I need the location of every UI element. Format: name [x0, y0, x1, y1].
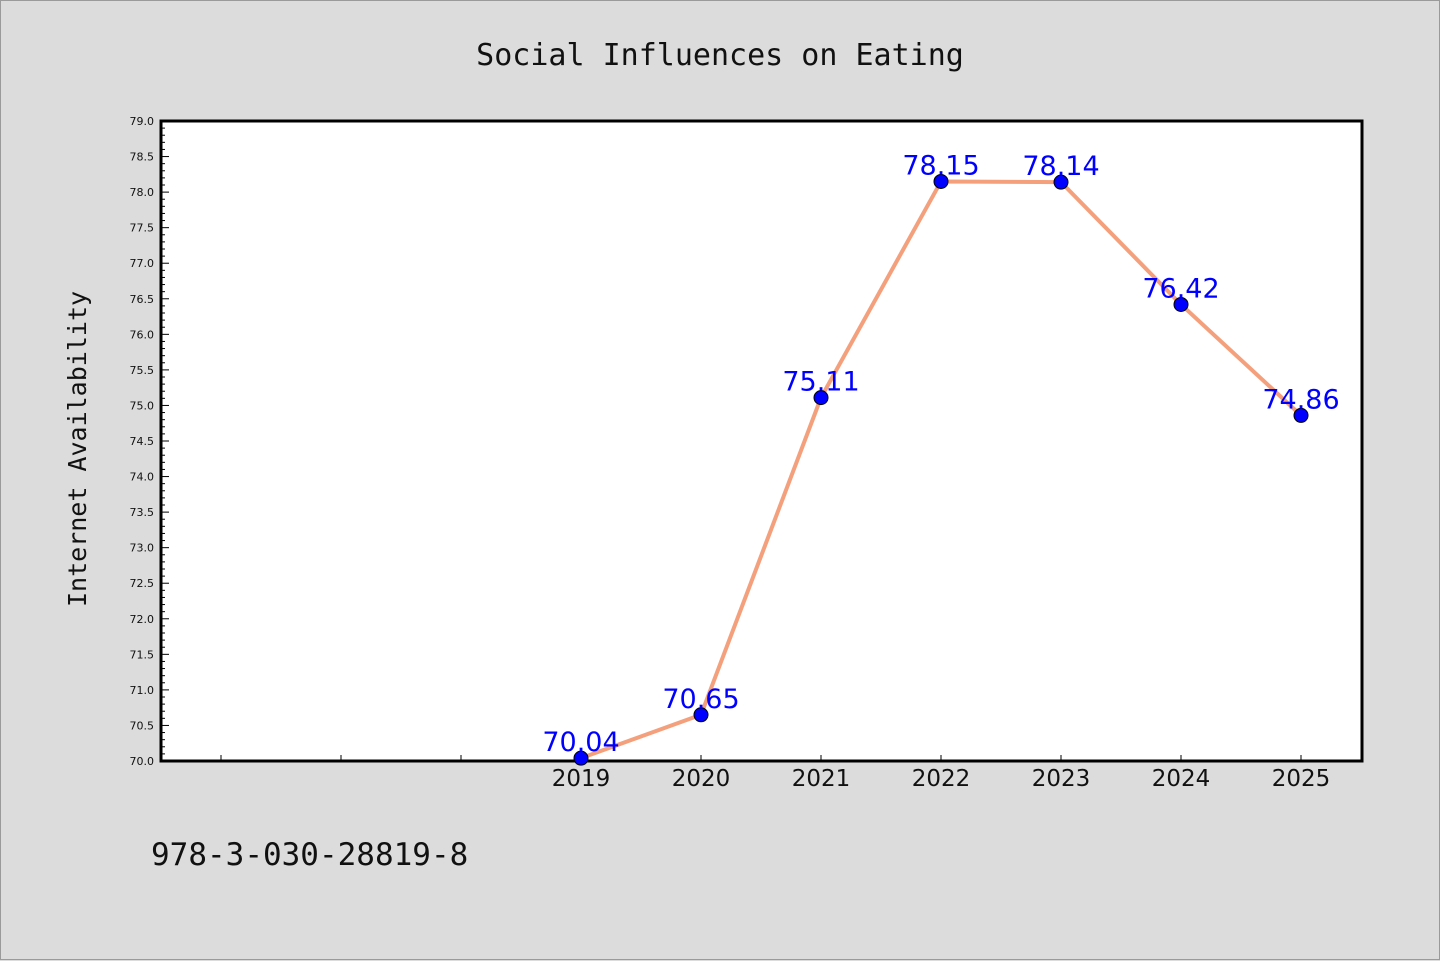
y-tick-label: 78.0 — [130, 186, 155, 199]
data-point — [1053, 174, 1069, 190]
y-tick-label: 73.5 — [130, 506, 155, 519]
x-tick-label: 2021 — [792, 766, 851, 792]
y-tick-label: 71.5 — [130, 648, 155, 661]
data-point — [813, 390, 829, 406]
data-label: 75.11 — [782, 367, 859, 398]
data-point — [933, 173, 949, 189]
x-tick-label: 2023 — [1032, 766, 1091, 792]
y-tick-label: 72.0 — [130, 613, 155, 626]
chart-title: Social Influences on Eating — [476, 38, 964, 73]
y-tick-label: 77.0 — [130, 257, 155, 270]
y-tick-label: 76.5 — [130, 293, 155, 306]
plot-area — [159, 119, 1364, 763]
data-label: 70.04 — [542, 727, 619, 758]
y-tick-label: 74.5 — [130, 435, 155, 448]
data-series: 70.04 70.65 75.11 78.15 78.14 76.42 74.86 — [542, 150, 1340, 766]
data-label: 70.65 — [662, 684, 739, 715]
y-tick-label: 74.0 — [130, 471, 155, 484]
y-tick-label: 76.0 — [130, 328, 155, 341]
data-point — [693, 707, 709, 723]
x-tick-label: 2022 — [912, 766, 971, 792]
footer-isbn: 978-3-030-28819-8 — [151, 837, 468, 873]
y-tick-label: 79.0 — [130, 115, 155, 128]
y-tick-label: 75.0 — [130, 399, 155, 412]
y-axis-ticks: 70.0 70.5 71.0 71.5 72.0 72.5 73.0 73.5 74.0 74.5… — [130, 115, 169, 768]
y-tick-label: 78.5 — [130, 151, 155, 164]
data-label: 76.42 — [1142, 273, 1219, 304]
y-tick-label: 70.5 — [130, 719, 155, 732]
y-tick-label: 71.0 — [130, 684, 155, 697]
data-point — [1293, 407, 1309, 423]
y-tick-label: 70.0 — [130, 755, 155, 768]
data-point — [573, 750, 589, 766]
y-tick-label: 75.5 — [130, 364, 155, 377]
y-tick-label: 72.5 — [130, 577, 155, 590]
data-label: 74.86 — [1262, 384, 1339, 415]
data-label: 78.15 — [902, 150, 979, 181]
y-tick-label: 73.0 — [130, 542, 155, 555]
data-point — [1173, 296, 1189, 312]
y-tick-label: 77.5 — [130, 222, 155, 235]
x-tick-label: 2025 — [1272, 766, 1331, 792]
data-label: 78.14 — [1022, 151, 1099, 182]
x-axis-ticks: 2019 2020 2021 2022 2023 2024 2025 — [220, 755, 1331, 792]
y-axis-label: Internet Availability — [63, 291, 92, 607]
x-tick-label: 2024 — [1152, 766, 1211, 792]
x-tick-label: 2019 — [552, 766, 611, 792]
x-tick-label: 2020 — [672, 766, 731, 792]
